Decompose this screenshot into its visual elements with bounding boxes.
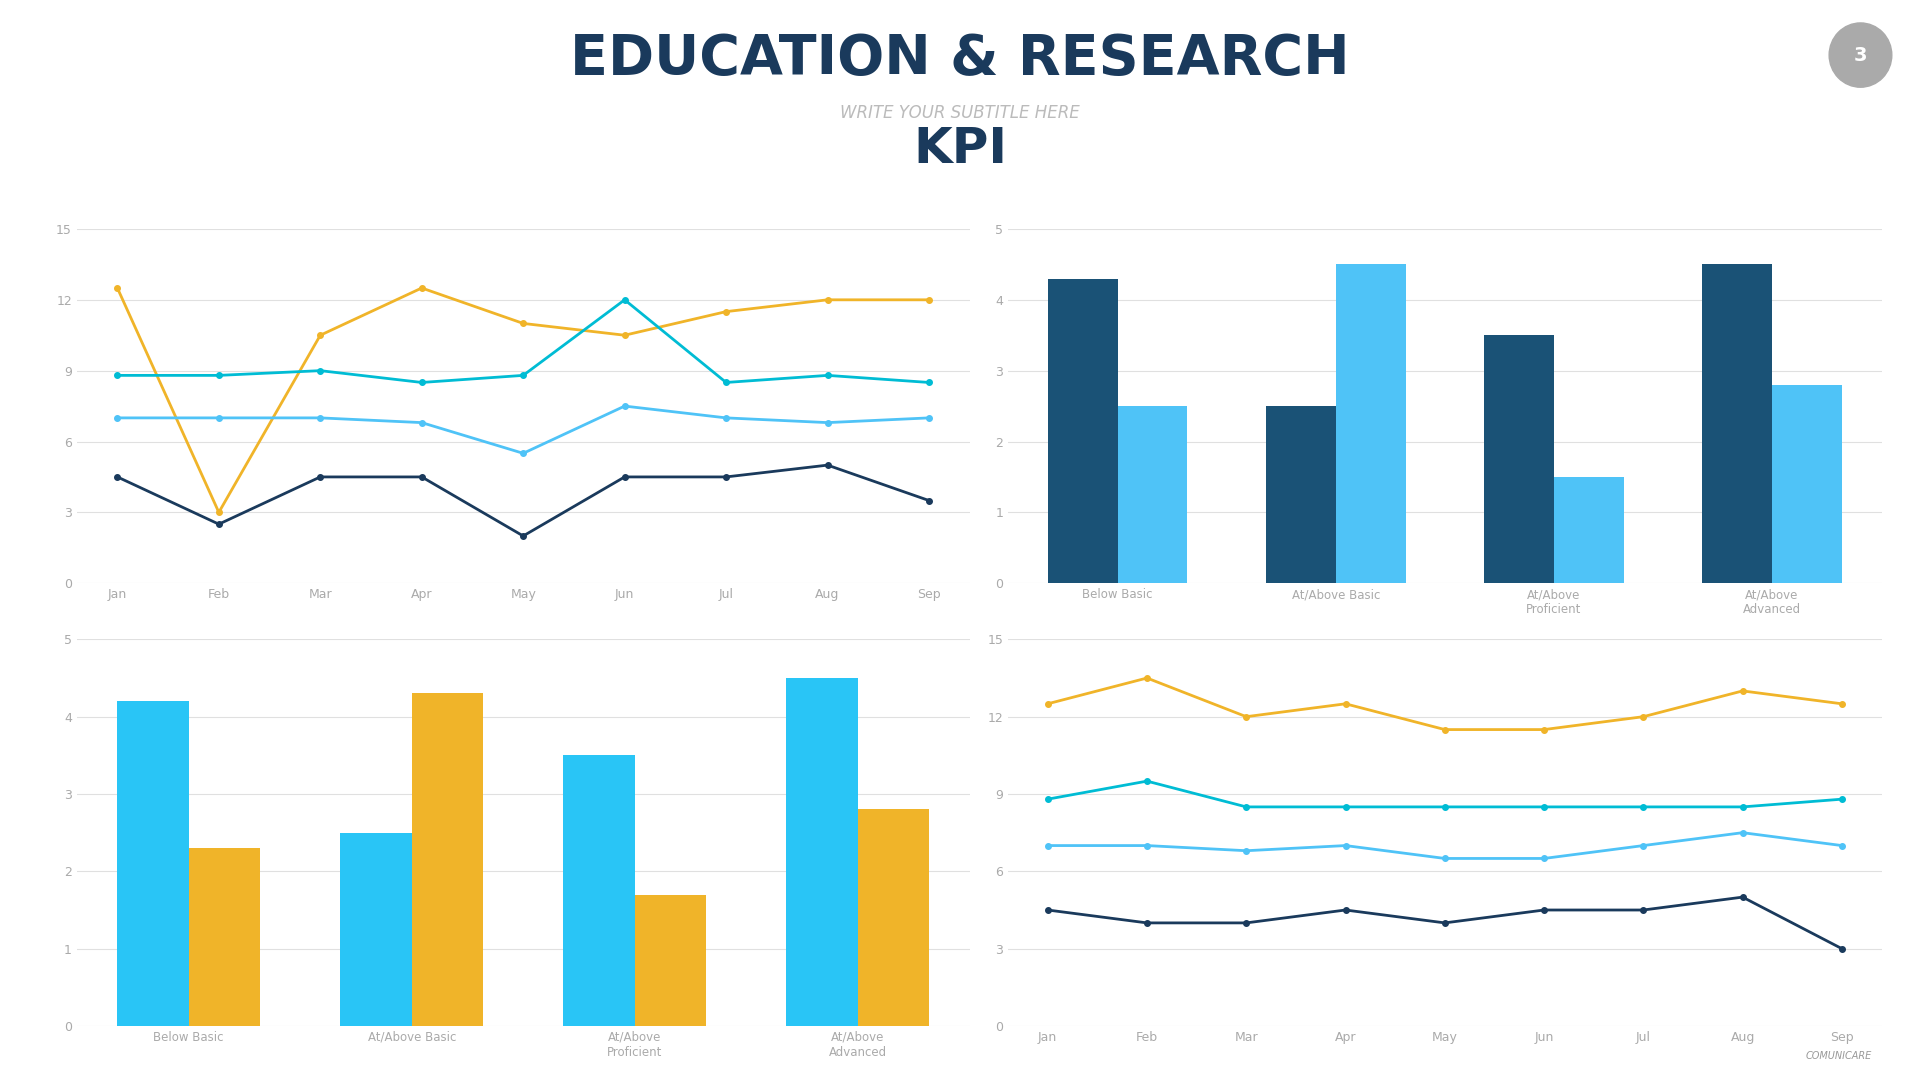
Bar — [1336, 265, 1405, 583]
Text: WRITE YOUR SUBTITLE HERE: WRITE YOUR SUBTITLE HERE — [841, 105, 1079, 122]
Bar — [858, 810, 929, 1026]
Bar — [340, 833, 411, 1026]
Text: KPI: KPI — [914, 125, 1006, 173]
Text: HIGH SCHOOL DEGREE
ATTAINMENT: HIGH SCHOOL DEGREE ATTAINMENT — [100, 156, 309, 195]
Bar — [563, 755, 636, 1026]
Bar — [1553, 477, 1624, 583]
Circle shape — [1830, 23, 1891, 87]
Bar — [1703, 265, 1772, 583]
Bar — [636, 894, 707, 1026]
Text: 3: 3 — [1853, 45, 1868, 65]
Bar — [117, 701, 188, 1026]
Text: EDUCATION & RESEARCH: EDUCATION & RESEARCH — [570, 32, 1350, 86]
Bar — [1484, 335, 1553, 583]
Bar — [787, 678, 858, 1026]
Bar — [1117, 406, 1187, 583]
Text: MATH PROFICIENCY BY
STATE: MATH PROFICIENCY BY STATE — [1029, 156, 1244, 195]
Text: COLLEGE DEGREE
ATTAINMENT: COLLEGE DEGREE ATTAINMENT — [1029, 566, 1194, 606]
Text: READING PROFICIENCY BY
STATE: READING PROFICIENCY BY STATE — [100, 566, 344, 606]
Text: COMUNICARE: COMUNICARE — [1805, 1051, 1872, 1061]
Bar — [188, 848, 259, 1026]
Bar — [1265, 406, 1336, 583]
Bar — [411, 693, 484, 1026]
Bar — [1772, 384, 1841, 583]
Bar — [1048, 279, 1117, 583]
